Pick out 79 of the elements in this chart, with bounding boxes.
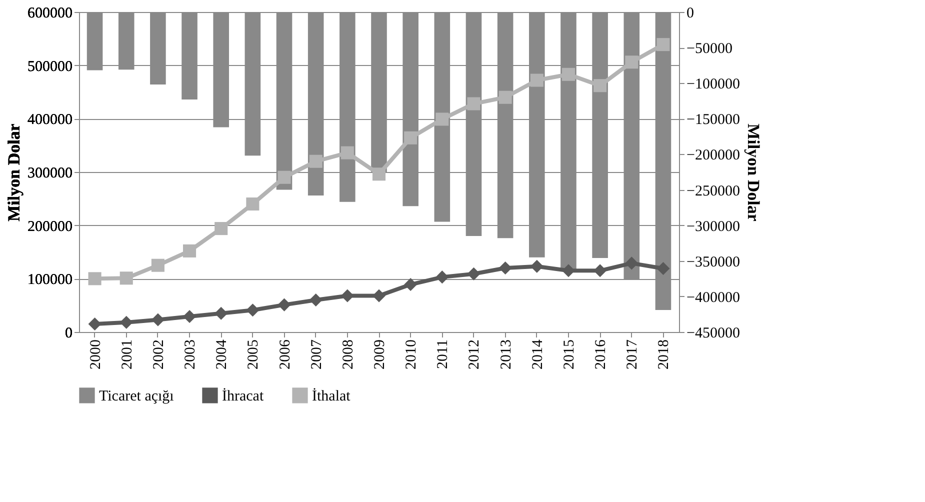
x-tick-label: 2003 — [182, 340, 199, 370]
point — [151, 258, 164, 272]
point — [530, 260, 544, 273]
point — [625, 56, 638, 69]
point — [88, 272, 102, 286]
point — [498, 90, 512, 104]
point — [372, 289, 386, 302]
x-tick-label: 2015 — [561, 340, 578, 370]
point — [372, 168, 386, 181]
point — [214, 222, 228, 236]
y-tick-label: 300000 — [28, 166, 72, 182]
point — [183, 244, 196, 258]
point — [594, 264, 607, 278]
x-tick-label: 2018 — [656, 340, 672, 370]
y2-tick-label: −300000 — [686, 218, 740, 235]
y-axis-title: Milyon Dolar — [4, 123, 24, 222]
point — [530, 74, 544, 87]
point — [120, 272, 133, 285]
point — [467, 267, 480, 280]
y2-tick-label: −250000 — [686, 183, 740, 200]
y2-tick-label: −150000 — [686, 112, 740, 128]
point — [498, 261, 512, 275]
y2-tick-label: −100000 — [686, 76, 740, 93]
legend-label: İthalat — [312, 387, 352, 404]
point — [340, 289, 354, 302]
point — [183, 310, 196, 324]
x-tick-label: 2000 — [88, 340, 104, 370]
point — [467, 97, 480, 110]
y2-tick-label: −50000 — [686, 41, 732, 58]
y-tick-label: 600000 — [28, 6, 72, 22]
point — [309, 293, 322, 307]
x-tick-label: 2008 — [340, 340, 356, 370]
y2-tick-label: −450000 — [686, 326, 740, 342]
point — [594, 79, 607, 92]
x-tick-label: 2006 — [277, 339, 294, 370]
x-tick-label: 2005 — [246, 340, 262, 370]
point — [246, 197, 260, 211]
point — [120, 316, 133, 329]
y2-axis-title: Milyon Dolar — [744, 124, 763, 222]
point — [625, 256, 638, 270]
legend-label: Ticaret açığı — [99, 388, 174, 404]
point — [151, 313, 164, 326]
point — [278, 298, 291, 312]
point — [656, 38, 670, 52]
point — [278, 170, 291, 184]
point — [656, 262, 670, 276]
point — [436, 112, 449, 126]
x-tick-label: 2009 — [372, 340, 388, 370]
legend-label: İhracat — [222, 387, 264, 404]
point — [404, 278, 418, 292]
x-tick-label: 2011 — [435, 340, 452, 369]
y2-tick-label: −350000 — [686, 254, 740, 270]
x-tick-label: 2013 — [498, 340, 514, 370]
y2-tick-label: −200000 — [686, 148, 740, 164]
x-tick-label: 2014 — [530, 339, 546, 370]
point — [562, 68, 575, 81]
point — [404, 131, 418, 144]
x-tick-label: 2017 — [624, 339, 641, 370]
x-tick-label: 2002 — [150, 340, 167, 370]
x-tick-label: 2010 — [404, 340, 420, 370]
y-tick-label: 200000 — [28, 218, 72, 235]
y2-tick-label: 0 — [686, 6, 694, 22]
y-tick-label: 100000 — [28, 272, 72, 288]
point — [88, 317, 102, 331]
point — [436, 270, 449, 284]
x-tick-label: 2001 — [119, 340, 136, 370]
y-tick-label: 400000 — [28, 112, 72, 128]
y-tick-label: 500000 — [28, 58, 72, 75]
point — [340, 146, 354, 160]
point — [214, 306, 228, 320]
y2-tick-label: −400000 — [686, 290, 740, 306]
point — [309, 154, 322, 168]
point — [562, 264, 575, 278]
x-tick-label: 2004 — [214, 339, 230, 370]
x-tick-label: 2016 — [593, 339, 610, 370]
point — [246, 304, 260, 317]
y-tick-label: 0 — [65, 326, 72, 342]
x-tick-label: 2012 — [466, 340, 483, 370]
x-tick-label: 2007 — [308, 339, 325, 370]
